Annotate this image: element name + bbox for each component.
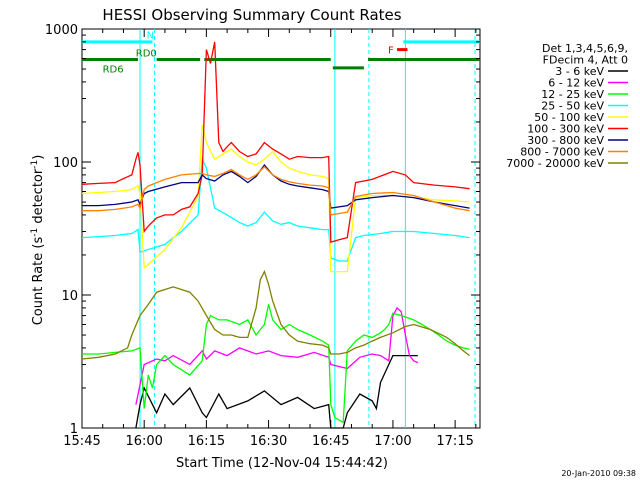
annotation-rd6: RD6 [103, 65, 124, 76]
series-line-300-800-kev [82, 163, 470, 209]
legend-label-300-800-kev: 300 - 800 keV [527, 134, 604, 147]
series-line-12-25-kev [82, 304, 470, 424]
plot-area [81, 28, 481, 429]
series-line-6-12-kev [135, 306, 419, 405]
series-line-7000-20000-kev [81, 269, 470, 360]
y-axis-label-mid: detector [31, 168, 46, 228]
legend-label-6-12-kev: 6 - 12 keV [548, 77, 604, 90]
x-axis-label: Start Time (12-Nov-04 15:44:42) [176, 456, 388, 471]
y-axis-label-main: Count Rate (s [31, 237, 46, 326]
legend-header-line: FDecim 4, Att 0 [543, 54, 628, 67]
series-line-25-50-kev [81, 156, 470, 262]
y-tick-label: 10 [61, 289, 78, 304]
x-tick-label: 16:00 [125, 434, 162, 449]
x-tick-label: 17:00 [374, 434, 411, 449]
y-axis-label: Count Rate (s-1 detector-1) [30, 155, 46, 326]
y-tick-label: 1 [70, 422, 78, 437]
observing-annotations: N RD0 RD6 F [82, 29, 480, 428]
x-tick-label: 16:45 [312, 434, 349, 449]
legend-header-line: Det 1,3,4,5,6,9, [542, 42, 628, 55]
series-line-800-7000-kev [82, 165, 470, 216]
annotation-rd0: RD0 [136, 49, 157, 60]
legend: Det 1,3,4,5,6,9,FDecim 4, Att 03 - 6 keV… [506, 42, 628, 170]
annotation-f: F [388, 46, 394, 57]
y-tick-label: 1000 [45, 23, 78, 38]
axes: 15:45 16:00 16:15 16:30 16:45 17:00 17:15 1 10 10… [45, 23, 480, 449]
legend-label-800-7000-kev: 800 - 7000 keV [520, 146, 604, 159]
annotation-n: N [147, 30, 154, 41]
legend-label-7000-20000-kev: 7000 - 20000 keV [506, 157, 604, 170]
x-tick-label: 15:45 [63, 434, 100, 449]
legend-label-100-300-kev: 100 - 300 keV [527, 123, 604, 136]
footer-date: 20-Jan-2010 09:38 [561, 469, 636, 478]
x-tick-label: 17:15 [436, 434, 473, 449]
x-tick-label: 16:15 [188, 434, 225, 449]
y-axis-label-sup1: -1 [30, 228, 40, 237]
legend-label-12-25-kev: 12 - 25 keV [541, 88, 604, 101]
chart-title: HESSI Observing Summary Count Rates [102, 6, 401, 24]
series-line-3-6-kev [135, 354, 418, 429]
x-tick-label: 16:30 [250, 434, 287, 449]
legend-label-3-6-kev: 3 - 6 keV [555, 65, 604, 78]
y-axis-label-end: ) [31, 155, 46, 160]
legend-label-25-50-kev: 25 - 50 keV [541, 100, 604, 113]
legend-label-50-100-kev: 50 - 100 keV [534, 111, 604, 124]
series-group [81, 41, 470, 429]
y-axis-label-sup2: -1 [30, 160, 40, 169]
y-tick-label: 100 [53, 156, 78, 171]
